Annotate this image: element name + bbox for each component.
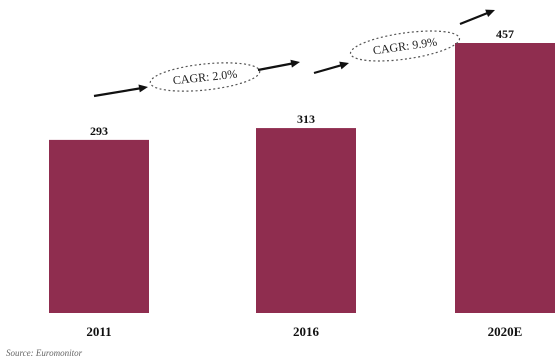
cagr-arrowhead [485, 9, 495, 18]
cagr-arrowhead [339, 61, 349, 70]
cagr-ellipse [149, 62, 261, 92]
bar-2016 [256, 128, 356, 313]
cagr-ellipse [349, 30, 461, 62]
cagr-annotation: CAGR: 9.9% [349, 30, 461, 62]
cagr-arrow-line [257, 62, 295, 72]
cagr-arrow-line [459, 11, 490, 26]
bar-2011 [49, 139, 149, 313]
category-label-2011: 2011 [86, 324, 111, 339]
category-label-2016: 2016 [293, 324, 320, 339]
value-label-2016: 313 [297, 112, 315, 126]
bar-2020E [455, 43, 555, 313]
category-label-2020E: 2020E [488, 324, 523, 339]
cagr-arrow-line [93, 86, 143, 98]
cagr-arrow-line [313, 63, 344, 75]
cagr-annotations: CAGR: 2.0% CAGR: 9.9% [93, 9, 495, 98]
value-label-2011: 293 [90, 124, 108, 138]
cagr-arrowhead [138, 84, 148, 93]
cagr-annotation: CAGR: 2.0% [149, 62, 261, 92]
bars-group: 293 2011 313 2016 457 2020E [49, 27, 555, 339]
source-note: Source: Euromonitor [6, 348, 83, 358]
value-label-2020E: 457 [496, 27, 514, 41]
cagr-label: CAGR: 9.9% [372, 35, 438, 58]
cagr-arrowhead [290, 59, 300, 68]
cagr-label: CAGR: 2.0% [172, 67, 238, 88]
